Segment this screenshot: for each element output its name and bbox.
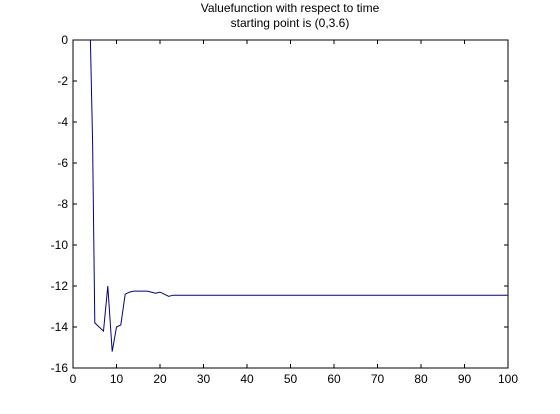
value-series-line	[89, 39, 508, 352]
y-tick-label: -6	[57, 156, 68, 170]
x-tick-label: 10	[110, 372, 124, 386]
x-tick-label: 100	[498, 372, 518, 386]
x-tick-label: 40	[240, 372, 254, 386]
y-tick-label: -2	[57, 74, 68, 88]
y-tick-label: -16	[51, 361, 69, 375]
x-tick-label: 60	[327, 372, 341, 386]
y-tick-label: -12	[51, 279, 69, 293]
y-tick-label: -4	[57, 115, 68, 129]
y-tick-label: -10	[51, 238, 69, 252]
x-tick-label: 80	[414, 372, 428, 386]
y-axis: 0 -2 -4 -6 -8 -10 -12 -14 -16	[51, 33, 508, 375]
x-tick-label: 50	[284, 372, 298, 386]
plot-area	[72, 39, 509, 369]
x-tick-label: 90	[458, 372, 472, 386]
y-tick-label: 0	[61, 33, 68, 47]
x-axis: 0 10 20 30 40 50 60 70 80 90 100	[70, 40, 518, 386]
y-tick-label: -14	[51, 320, 69, 334]
x-tick-label: 20	[153, 372, 167, 386]
x-tick-label: 0	[70, 372, 77, 386]
chart-subtitle: starting point is (0,3.6)	[231, 16, 350, 30]
x-tick-label: 30	[197, 372, 211, 386]
y-tick-label: -8	[57, 197, 68, 211]
x-tick-label: 70	[371, 372, 385, 386]
chart-title: Valuefunction with respect to time	[201, 1, 380, 15]
